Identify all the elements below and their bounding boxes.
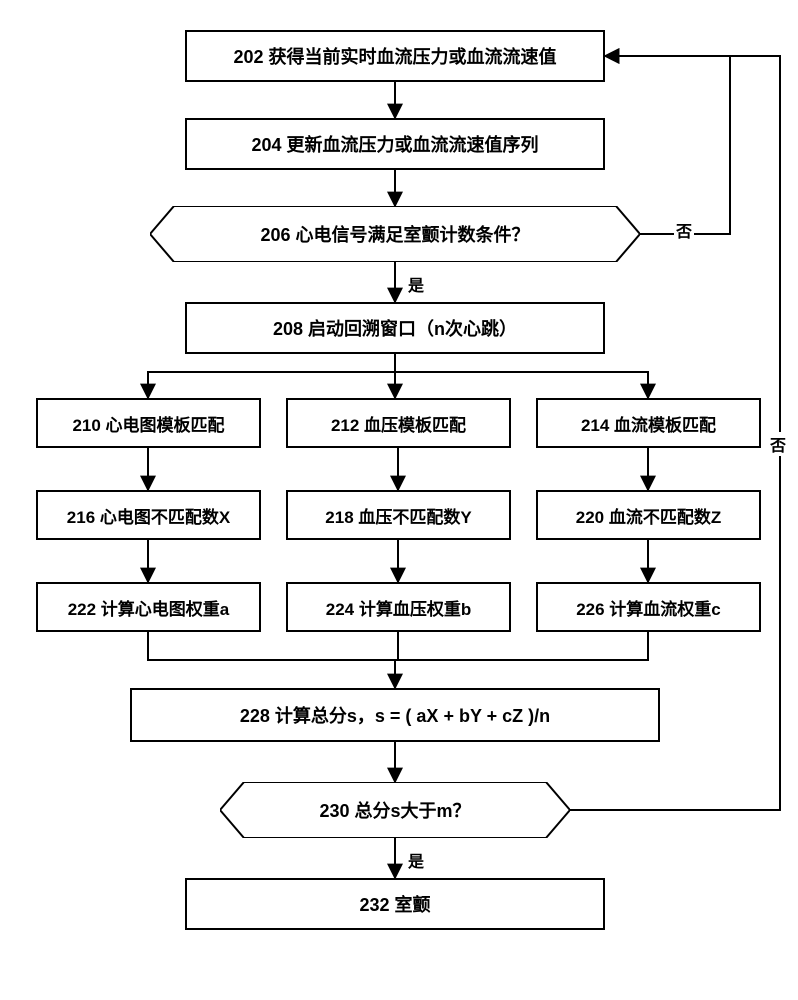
node-label: 222 计算心电图权重a	[68, 595, 230, 620]
flow-node-n222: 222 计算心电图权重a	[36, 582, 261, 632]
node-label: 230 总分s大于m？	[220, 782, 570, 838]
edge-line	[148, 632, 395, 688]
node-label: 224 计算血压权重b	[326, 595, 471, 620]
edge-line	[395, 372, 648, 398]
edge-label: 是	[406, 848, 426, 872]
flow-node-n218: 218 血压不匹配数Y	[286, 490, 511, 540]
node-label: 220 血流不匹配数Z	[576, 503, 721, 528]
flow-decision-n230: 230 总分s大于m？	[220, 782, 570, 838]
flow-node-n204: 204 更新血流压力或血流流速值序列	[185, 118, 605, 170]
edge-label: 是	[406, 272, 426, 296]
flow-node-n224: 224 计算血压权重b	[286, 582, 511, 632]
node-label: 226 计算血流权重c	[576, 595, 721, 620]
node-label: 218 血压不匹配数Y	[325, 503, 471, 528]
node-label: 232 室颤	[359, 891, 430, 917]
node-label: 214 血流模板匹配	[581, 411, 716, 436]
flow-node-n220: 220 血流不匹配数Z	[536, 490, 761, 540]
node-label: 216 心电图不匹配数X	[67, 503, 230, 528]
node-label: 206 心电信号满足室颤计数条件？	[150, 206, 640, 262]
node-label: 210 心电图模板匹配	[72, 411, 224, 436]
flow-decision-n206: 206 心电信号满足室颤计数条件？	[150, 206, 640, 262]
flow-node-n216: 216 心电图不匹配数X	[36, 490, 261, 540]
node-label: 208 启动回溯窗口（n次心跳）	[273, 315, 517, 341]
flowchart-canvas: 202 获得当前实时血流压力或血流流速值 204 更新血流压力或血流流速值序列 20…	[0, 0, 798, 1000]
flow-node-n208: 208 启动回溯窗口（n次心跳）	[185, 302, 605, 354]
edge-line	[395, 632, 648, 660]
flow-node-n226: 226 计算血流权重c	[536, 582, 761, 632]
node-label: 202 获得当前实时血流压力或血流流速值	[233, 43, 556, 69]
flow-node-n210: 210 心电图模板匹配	[36, 398, 261, 448]
flow-node-n214: 214 血流模板匹配	[536, 398, 761, 448]
flow-node-n232: 232 室颤	[185, 878, 605, 930]
edge-label: 否	[674, 218, 694, 242]
node-label: 212 血压模板匹配	[331, 411, 466, 436]
node-label: 228 计算总分s，s = ( aX + bY + cZ )/n	[240, 702, 550, 728]
flow-node-n202: 202 获得当前实时血流压力或血流流速值	[185, 30, 605, 82]
flow-node-n228: 228 计算总分s，s = ( aX + bY + cZ )/n	[130, 688, 660, 742]
edge-line	[148, 372, 395, 398]
node-label: 204 更新血流压力或血流流速值序列	[251, 131, 538, 157]
edge-label: 否	[768, 432, 788, 456]
flow-node-n212: 212 血压模板匹配	[286, 398, 511, 448]
